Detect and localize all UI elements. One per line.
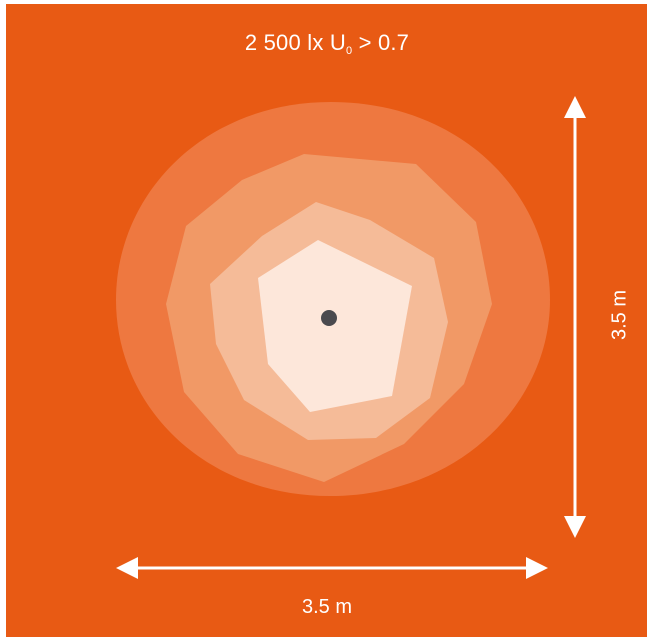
illuminance-zone-core [258, 240, 412, 412]
illuminance-diagram [6, 4, 647, 637]
title-suffix: > 0.7 [352, 30, 410, 55]
illuminance-title: 2 500 lx U0 > 0.7 [0, 30, 654, 57]
width-dimension-arrow [116, 557, 548, 579]
title-main: 2 500 lx U [244, 30, 346, 55]
width-label: 3.5 m [301, 596, 353, 618]
light-source-dot [321, 310, 337, 326]
height-label: 3.5 m [608, 289, 631, 341]
height-dimension-arrow [564, 96, 586, 538]
diagram-canvas [6, 4, 647, 637]
title-subscript: 0 [345, 45, 353, 57]
